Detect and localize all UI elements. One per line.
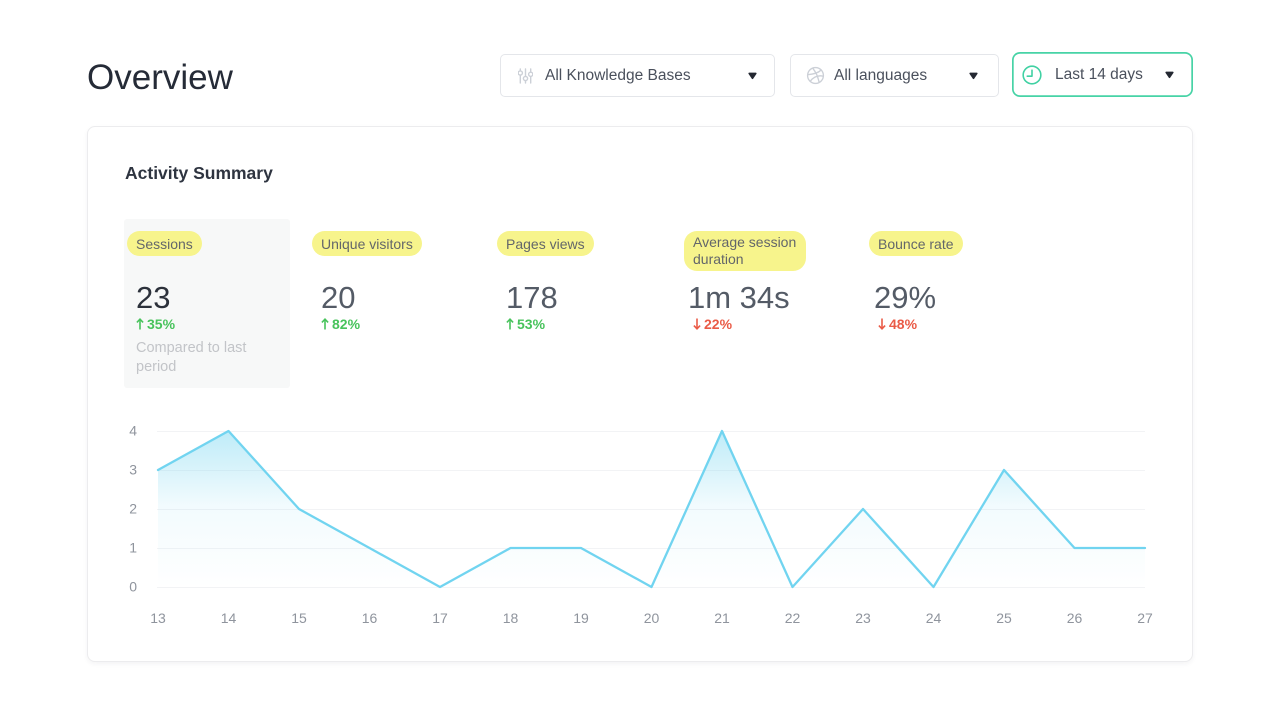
svg-text:27: 27 [1137,610,1153,626]
svg-text:20: 20 [644,610,660,626]
svg-text:23: 23 [855,610,871,626]
svg-text:26: 26 [1067,610,1083,626]
svg-text:24: 24 [926,610,942,626]
svg-text:0: 0 [129,579,137,595]
svg-text:1: 1 [129,540,137,556]
svg-text:21: 21 [714,610,730,626]
svg-text:4: 4 [129,423,137,439]
svg-text:3: 3 [129,462,137,478]
svg-text:17: 17 [432,610,448,626]
svg-text:13: 13 [150,610,166,626]
svg-text:25: 25 [996,610,1012,626]
svg-text:16: 16 [362,610,378,626]
svg-text:19: 19 [573,610,589,626]
svg-text:18: 18 [503,610,519,626]
svg-text:22: 22 [785,610,801,626]
svg-text:2: 2 [129,501,137,517]
svg-text:14: 14 [221,610,237,626]
svg-text:15: 15 [291,610,307,626]
